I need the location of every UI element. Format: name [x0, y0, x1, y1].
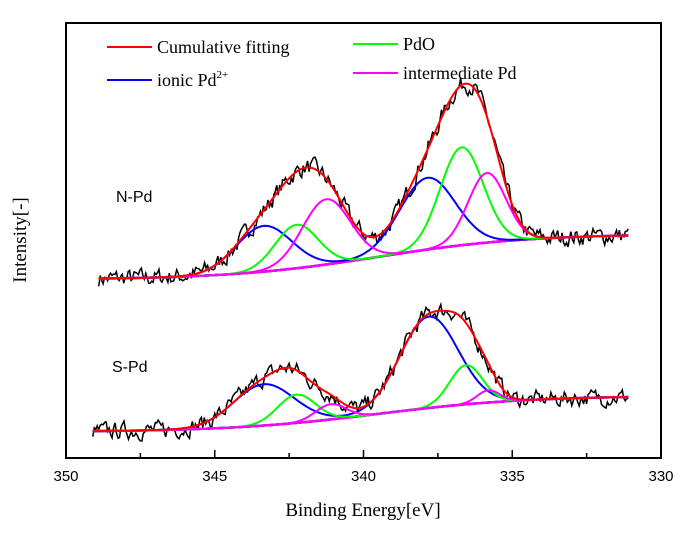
- cumulative-fit-curve: [92, 309, 629, 433]
- x-tick-label: 340: [351, 468, 376, 485]
- legend-item-pdo: PdO: [353, 34, 435, 54]
- curves: [92, 78, 629, 442]
- cumulative-fit-curve: [98, 82, 629, 280]
- legend-item-inter: intermediate Pd: [353, 63, 516, 83]
- legend-label: ionic Pd2+: [157, 69, 228, 90]
- x-tick-label: 335: [500, 468, 525, 485]
- legend-label: PdO: [403, 34, 435, 54]
- x-tick-label: 350: [53, 468, 78, 485]
- raw-spectrum: [97, 78, 629, 287]
- y-axis-label: Intensity[-]: [10, 197, 31, 282]
- sample-label: S-Pd: [112, 359, 148, 376]
- sample-s-pd: [92, 301, 629, 442]
- legend-label: intermediate Pd: [403, 63, 516, 83]
- sample-labels: N-Pd S-Pd: [112, 189, 152, 376]
- legend: Cumulative fitting ionic Pd2+ PdO intermedi…: [107, 34, 516, 90]
- legend-item-ionic: ionic Pd2+: [107, 69, 228, 90]
- inter-component-curve: [98, 171, 629, 280]
- legend-item-fit: Cumulative fitting: [107, 37, 290, 57]
- pdo-component-curve: [98, 146, 629, 280]
- ionic-component-curve: [98, 176, 629, 280]
- sample-label: N-Pd: [116, 189, 152, 206]
- x-axis-ticks: 350 345 340 335 330: [53, 450, 674, 485]
- x-tick-label: 330: [648, 468, 673, 485]
- raw-spectrum: [92, 301, 629, 442]
- sample-n-pd: [97, 78, 629, 287]
- x-tick-label: 345: [202, 468, 227, 485]
- x-axis-label: Binding Energy[eV]: [285, 500, 440, 521]
- legend-label: Cumulative fitting: [157, 37, 290, 57]
